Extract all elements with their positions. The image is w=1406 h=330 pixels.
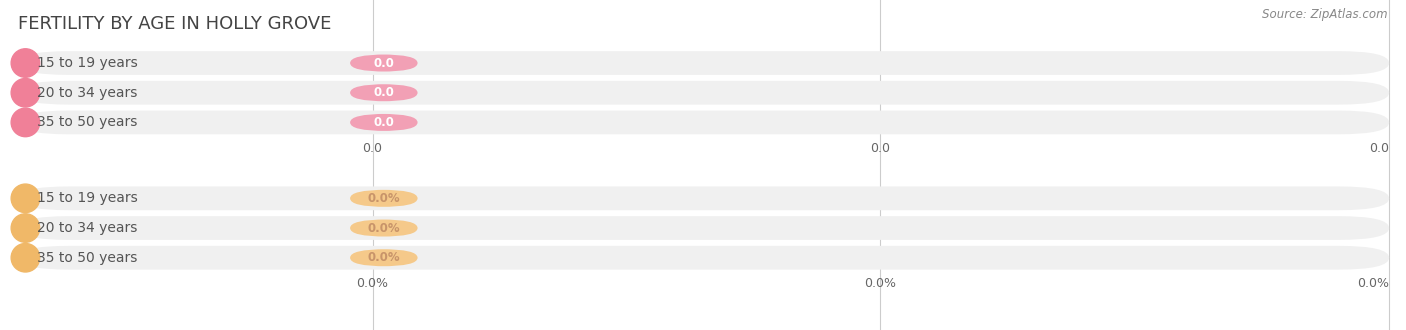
Text: 0.0: 0.0 <box>363 142 382 155</box>
FancyBboxPatch shape <box>350 54 418 72</box>
Text: 0.0: 0.0 <box>374 116 394 129</box>
Text: 0.0%: 0.0% <box>367 251 401 264</box>
FancyBboxPatch shape <box>18 111 1389 134</box>
FancyBboxPatch shape <box>18 51 1389 75</box>
Text: Source: ZipAtlas.com: Source: ZipAtlas.com <box>1263 8 1388 21</box>
Ellipse shape <box>11 79 39 107</box>
Text: 20 to 34 years: 20 to 34 years <box>37 86 138 100</box>
Ellipse shape <box>11 214 39 242</box>
Ellipse shape <box>11 49 39 77</box>
FancyBboxPatch shape <box>18 246 1389 270</box>
Text: 0.0: 0.0 <box>1369 142 1389 155</box>
FancyBboxPatch shape <box>350 114 418 131</box>
FancyBboxPatch shape <box>18 81 1389 105</box>
Text: 0.0%: 0.0% <box>865 277 896 290</box>
Text: 0.0%: 0.0% <box>357 277 388 290</box>
Text: 0.0: 0.0 <box>374 86 394 99</box>
Text: 35 to 50 years: 35 to 50 years <box>37 115 138 129</box>
Text: 0.0%: 0.0% <box>367 221 401 235</box>
FancyBboxPatch shape <box>350 249 418 266</box>
Text: 15 to 19 years: 15 to 19 years <box>37 56 138 70</box>
Text: 35 to 50 years: 35 to 50 years <box>37 251 138 265</box>
Text: 0.0%: 0.0% <box>1357 277 1389 290</box>
Ellipse shape <box>11 244 39 272</box>
Text: 0.0: 0.0 <box>374 56 394 70</box>
FancyBboxPatch shape <box>350 219 418 237</box>
Text: 0.0: 0.0 <box>870 142 890 155</box>
FancyBboxPatch shape <box>350 190 418 207</box>
Text: 15 to 19 years: 15 to 19 years <box>37 191 138 205</box>
Text: 0.0%: 0.0% <box>367 192 401 205</box>
Text: 20 to 34 years: 20 to 34 years <box>37 221 138 235</box>
FancyBboxPatch shape <box>350 84 418 101</box>
FancyBboxPatch shape <box>18 216 1389 240</box>
Ellipse shape <box>11 184 39 213</box>
Text: FERTILITY BY AGE IN HOLLY GROVE: FERTILITY BY AGE IN HOLLY GROVE <box>18 15 332 33</box>
FancyBboxPatch shape <box>18 186 1389 210</box>
Ellipse shape <box>11 108 39 137</box>
